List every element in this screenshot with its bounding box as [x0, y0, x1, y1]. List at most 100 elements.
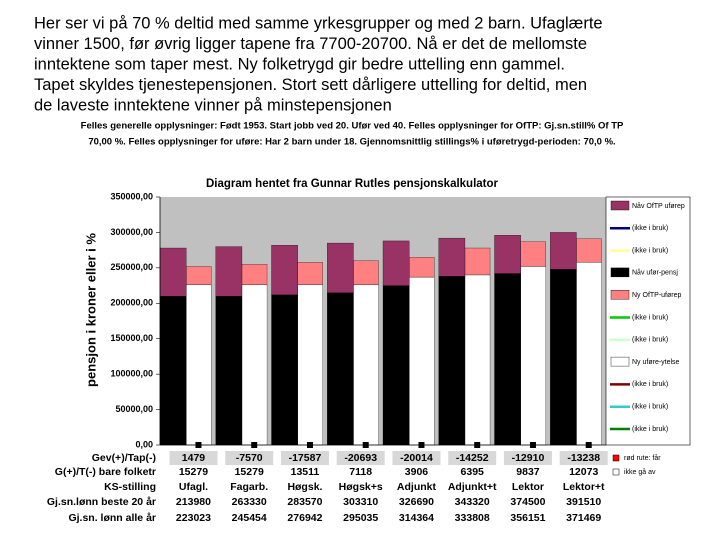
legend-label: Ny uføre-ytelse — [632, 359, 680, 366]
table-cell: -17587 — [289, 452, 322, 464]
table-cell: 343320 — [455, 496, 490, 508]
bar — [550, 232, 577, 270]
legend-label: (ikke i bruk) — [632, 426, 668, 433]
table-cell: -20693 — [344, 452, 377, 464]
table-cell: 12073 — [569, 466, 598, 478]
row-label: Gj.sn.lønn beste 20 år — [47, 496, 156, 508]
legend-label: (ikke i bruk) — [632, 404, 668, 411]
y-tick-label: 100000,00 — [110, 369, 153, 379]
table-cell: 391510 — [566, 496, 601, 508]
cell-bg — [559, 451, 608, 465]
bar — [159, 296, 187, 446]
cell-bg — [503, 451, 552, 465]
cell-bg — [169, 451, 218, 465]
bar — [576, 262, 602, 446]
table-cell: 263330 — [232, 496, 267, 508]
y-tick-label: 250000,00 — [110, 262, 153, 272]
table-cell: 314364 — [399, 512, 434, 524]
table-cell: -12910 — [512, 452, 545, 464]
row-label: G(+)/T(-) bare folketr — [55, 466, 156, 478]
bar — [241, 284, 268, 446]
table-cell: 15279 — [179, 466, 208, 478]
bar — [576, 238, 602, 263]
table-cell: Lektor+t — [563, 481, 605, 493]
bar — [186, 266, 212, 286]
table-cell: 326690 — [399, 496, 434, 508]
table-cell: Høgsk. — [287, 481, 322, 493]
slide-text: vinner 1500, før øvrig ligger tapene fra… — [34, 35, 587, 53]
bar — [464, 247, 491, 276]
table-cell: 13511 — [291, 466, 320, 478]
table-cell: -14252 — [456, 452, 489, 464]
legend-swatch — [610, 267, 630, 278]
table-cell: 333808 — [455, 512, 490, 524]
bar — [464, 274, 491, 446]
table-cell: 6395 — [461, 466, 485, 478]
slide-text: inntektene som taper mest. Ny folketrygd… — [34, 55, 565, 73]
table-cell: 371469 — [566, 512, 601, 524]
table-cell: Ufagl. — [179, 481, 208, 493]
cell-bg — [280, 451, 329, 465]
table-cell: 374500 — [510, 496, 545, 508]
table-cell: 303310 — [343, 496, 378, 508]
bar — [215, 246, 243, 297]
bar — [327, 292, 354, 446]
legend-label: Ny OfTP-uførep — [632, 292, 682, 299]
bar — [271, 294, 298, 446]
bar — [520, 266, 546, 446]
note-marker — [612, 454, 620, 462]
table-cell: 1479 — [182, 452, 206, 464]
table-cell: 9837 — [516, 466, 540, 478]
cell-bg — [336, 451, 385, 465]
row-label: KS-stilling — [104, 481, 156, 493]
legend-swatch — [610, 290, 630, 300]
table-cell: 7118 — [349, 466, 372, 478]
y-tick-label: 200000,00 — [110, 298, 153, 308]
legend-swatch — [610, 356, 630, 367]
bar — [494, 235, 521, 274]
bar — [271, 245, 298, 295]
chart-header: Felles generelle opplysninger: Født 1953… — [81, 121, 624, 132]
table-cell: 276942 — [287, 512, 322, 524]
row-label: Gj.sn. lønn alle år — [68, 512, 156, 524]
bar — [494, 273, 521, 446]
bar — [186, 284, 212, 446]
slide-text: Her ser vi på 70 % deltid med samme yrke… — [34, 14, 603, 32]
table-cell: Adjunkt — [397, 481, 437, 493]
legend — [605, 196, 691, 446]
bar — [241, 264, 268, 286]
legend-label: (ikke i bruk) — [632, 381, 668, 388]
table-cell: -7570 — [236, 452, 263, 464]
legend-label: (ikke i bruk) — [632, 314, 668, 321]
table-cell: 295035 — [343, 512, 378, 524]
bar — [159, 247, 187, 297]
legend-label: (ikke i bruk) — [632, 337, 668, 344]
chart-header: 70,00 %. Felles opplysninger for uføre: … — [88, 137, 615, 148]
cell-bg — [448, 451, 497, 465]
bar — [550, 269, 577, 446]
note: rød rute: får — [624, 454, 661, 462]
cell-bg — [392, 451, 441, 465]
bar — [438, 276, 466, 446]
table-cell: -13238 — [567, 452, 600, 464]
bar — [297, 262, 323, 286]
bar — [327, 242, 354, 293]
y-tick-label: 150000,00 — [110, 333, 153, 343]
legend-label: Nåv OfTP uførep — [632, 202, 685, 210]
bar — [353, 284, 379, 446]
legend-label: (ikke i bruk) — [632, 247, 668, 254]
legend-label: (ikke i bruk) — [632, 225, 668, 232]
bar — [409, 257, 435, 278]
row-label: Gev(+)/Tap(-) — [92, 452, 156, 464]
table-cell: 245454 — [232, 512, 267, 524]
bar — [382, 285, 410, 446]
table-cell: Høgsk+s — [339, 481, 383, 493]
table-cell: -20014 — [400, 452, 433, 464]
y-tick-label: 350000,00 — [110, 191, 153, 201]
legend-label: Nåv ufør-pensj — [632, 269, 678, 277]
slide-text: Tapet skyldes tjenestepensjonen. Stort s… — [34, 76, 587, 94]
y-axis-label: pensjon i kroner eller i % — [83, 233, 98, 387]
table-cell: 15279 — [235, 466, 264, 478]
bar — [438, 237, 466, 277]
